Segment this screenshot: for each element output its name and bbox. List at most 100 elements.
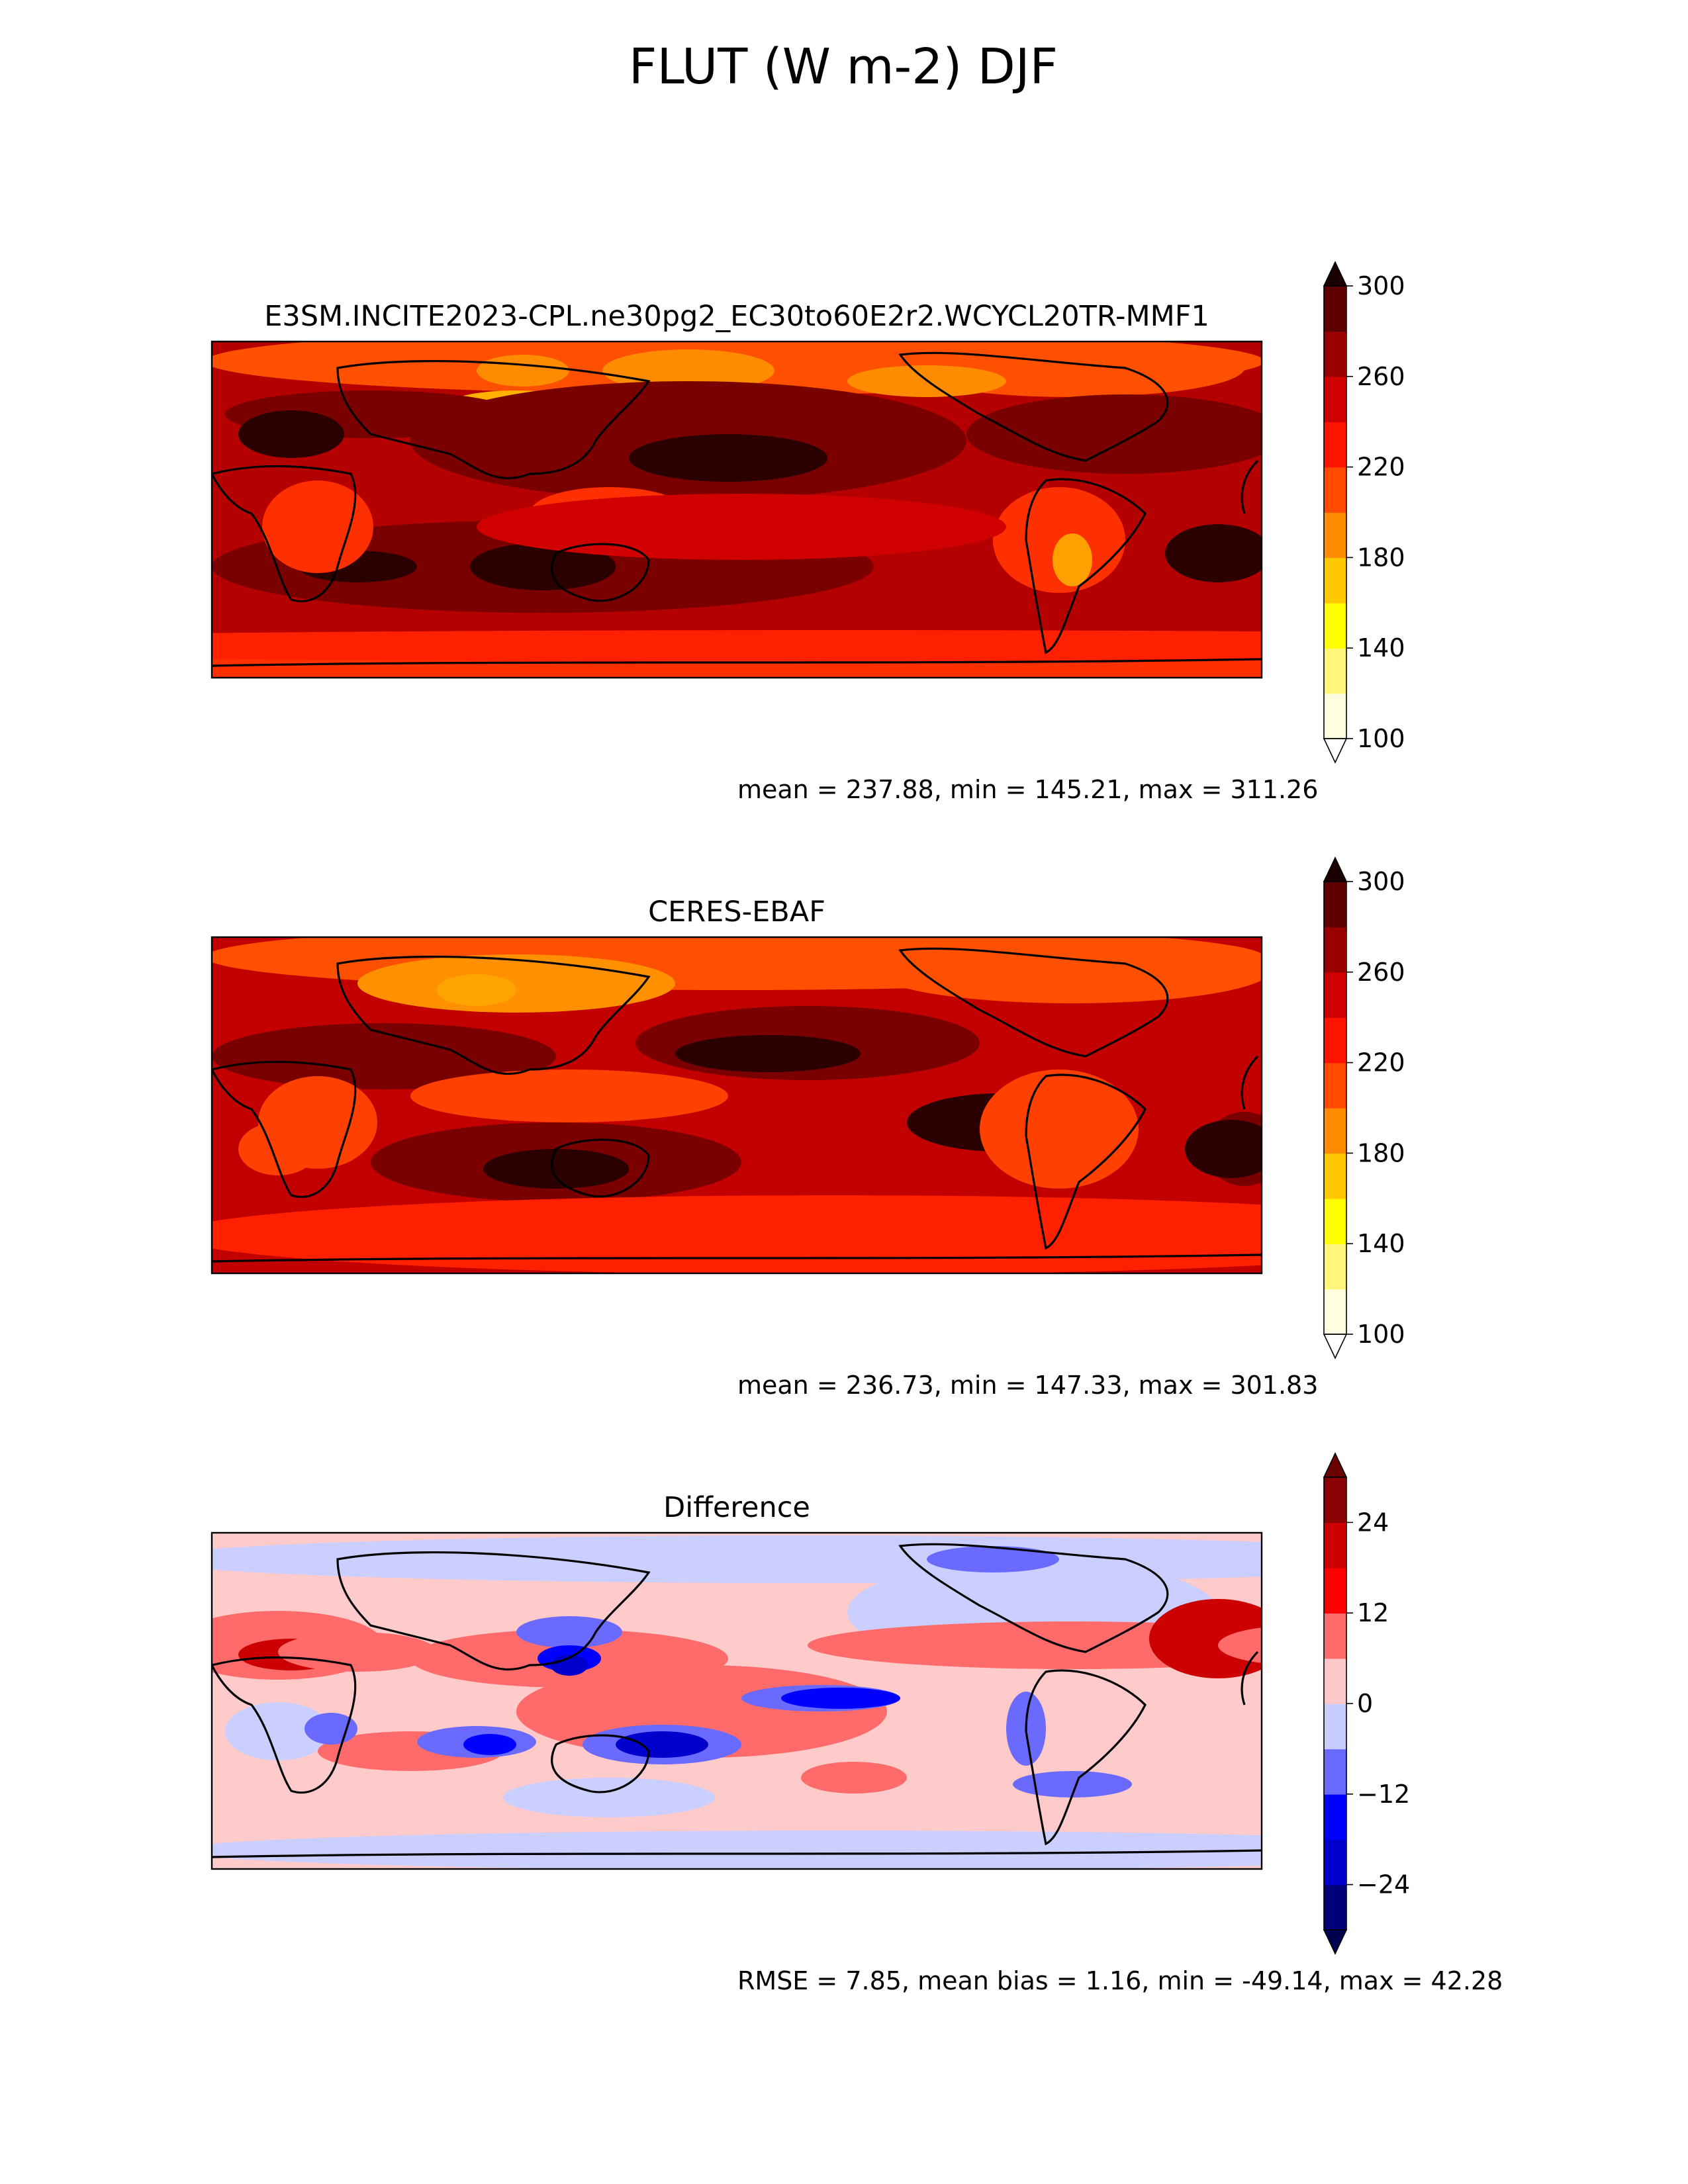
colorbar-tick-label: 260 xyxy=(1357,958,1405,987)
colorbar-segment xyxy=(1324,1108,1346,1154)
colorbar-segment xyxy=(1324,1477,1346,1524)
colorbar-segment xyxy=(1324,557,1346,604)
colorbar-segment xyxy=(1324,927,1346,973)
field-contour xyxy=(238,410,344,458)
colorbar-tick-label: 24 xyxy=(1357,1508,1389,1537)
colorbar-segment xyxy=(1324,512,1346,559)
coastline xyxy=(1025,1669,1147,1846)
colorbar-segment xyxy=(1324,1567,1346,1614)
field-contour xyxy=(463,1734,516,1755)
coastline xyxy=(898,351,1169,462)
colorbar-segment xyxy=(1324,1839,1346,1886)
colorbar-frame xyxy=(1323,881,1347,1335)
colorbar-tick-label: 12 xyxy=(1357,1598,1389,1627)
coastline xyxy=(1025,1073,1147,1250)
map-field xyxy=(212,937,1262,1273)
colorbar-segment xyxy=(1324,1198,1346,1244)
field-contour xyxy=(1165,524,1262,582)
coastline xyxy=(212,1849,1262,1858)
coastline xyxy=(898,1543,1169,1653)
field-contour xyxy=(808,1621,1262,1669)
colorbar: −24 −12 0 12 24 xyxy=(1323,1452,1410,1955)
panel-stats: mean = 236.73, min = 147.33, max = 301.8… xyxy=(737,1371,1318,1400)
colorbar-tick-label: 220 xyxy=(1357,1048,1405,1077)
colorbar-segment xyxy=(1324,648,1346,694)
coastline xyxy=(212,1253,1262,1263)
colorbar-segment xyxy=(1324,602,1346,649)
coastline xyxy=(551,1734,650,1794)
colorbar-segment xyxy=(1324,1153,1346,1199)
colorbar-segment xyxy=(1324,376,1346,422)
field-contour xyxy=(225,1702,331,1760)
coastline xyxy=(212,1656,357,1794)
coastline xyxy=(551,543,650,602)
field-contour xyxy=(927,1546,1059,1572)
field-contour xyxy=(212,1535,1262,1583)
colorbar-tick-label: 180 xyxy=(1357,543,1405,572)
colorbar-tick-label: 300 xyxy=(1357,867,1405,896)
panel-difference: Difference −24 −12 0 12 24 RMSE = 7.85, mean b… xyxy=(211,1452,1503,1995)
coastline xyxy=(212,465,357,603)
field-contour xyxy=(212,1195,1262,1273)
field-contour xyxy=(238,1122,318,1175)
field-contour xyxy=(410,1069,728,1122)
figure-title: FLUT (W m-2) DJF xyxy=(629,38,1058,95)
panel-stats: mean = 237.88, min = 145.21, max = 311.2… xyxy=(737,775,1318,804)
colorbar-tick-label: 140 xyxy=(1357,1229,1405,1258)
map-frame xyxy=(211,936,1263,1275)
colorbar-segment xyxy=(1324,1884,1346,1931)
coastline xyxy=(1241,1651,1259,1706)
colorbar-segment xyxy=(1324,331,1346,377)
coastline xyxy=(1241,459,1259,514)
colorbar-segment xyxy=(1324,693,1346,739)
field-contour xyxy=(437,974,516,1006)
coastline xyxy=(212,658,1262,667)
colorbar: 100 140 180 220 260 300 xyxy=(1323,856,1405,1359)
field-contour xyxy=(1218,1627,1262,1663)
colorbar-tick-label: 180 xyxy=(1357,1138,1405,1167)
colorbar-tick-label: 140 xyxy=(1357,633,1405,662)
colorbar-tick-label: −12 xyxy=(1357,1780,1410,1809)
colorbar-tick-label: 100 xyxy=(1357,724,1405,753)
field-contour xyxy=(1185,1120,1262,1178)
field-contour xyxy=(1013,1771,1132,1797)
field-contour xyxy=(675,1035,861,1072)
panel-title: Difference xyxy=(663,1491,810,1524)
coastline xyxy=(336,1551,651,1671)
colorbar-extend-bottom xyxy=(1323,1929,1348,1955)
colorbar-segment xyxy=(1324,1704,1346,1750)
colorbar-tick-label: 0 xyxy=(1357,1689,1373,1718)
field-contour xyxy=(278,1632,437,1672)
map-frame xyxy=(211,340,1263,679)
colorbar-tick-label: 260 xyxy=(1357,362,1405,391)
colorbar-frame xyxy=(1323,285,1347,739)
field-contour xyxy=(212,1023,556,1089)
colorbar-segment xyxy=(1324,972,1346,1018)
field-contour xyxy=(212,630,1262,662)
panel-test: E3SM.INCITE2023-CPL.ne30pg2_EC30to60E2r2… xyxy=(211,261,1405,804)
colorbar-segment xyxy=(1324,1017,1346,1064)
field-contour xyxy=(262,480,373,573)
coastline xyxy=(336,360,651,480)
panel-title: E3SM.INCITE2023-CPL.ne30pg2_EC30to60E2r2… xyxy=(264,300,1209,333)
field-contour xyxy=(993,487,1125,593)
colorbar-segment xyxy=(1324,882,1346,928)
panel-reference: CERES-EBAF 100 140 180 220 260 300 mean = 236.7… xyxy=(211,856,1405,1400)
panel-title: CERES-EBAF xyxy=(648,895,825,929)
coastline xyxy=(336,956,651,1075)
colorbar-segment xyxy=(1324,1289,1346,1335)
field-contour xyxy=(966,394,1262,474)
field-contour xyxy=(874,937,1262,1003)
colorbar-segment xyxy=(1324,1522,1346,1569)
colorbar-segment xyxy=(1324,1749,1346,1795)
map-field xyxy=(212,1533,1262,1869)
field-contour xyxy=(477,355,569,387)
colorbar: 100 140 180 220 260 300 xyxy=(1323,261,1405,764)
field-contour xyxy=(212,1831,1262,1869)
field-contour xyxy=(801,1762,907,1794)
field-contour xyxy=(980,1069,1139,1189)
colorbar-tick-label: 300 xyxy=(1357,271,1405,300)
colorbar-segment xyxy=(1324,1244,1346,1290)
colorbar-segment xyxy=(1324,1062,1346,1109)
